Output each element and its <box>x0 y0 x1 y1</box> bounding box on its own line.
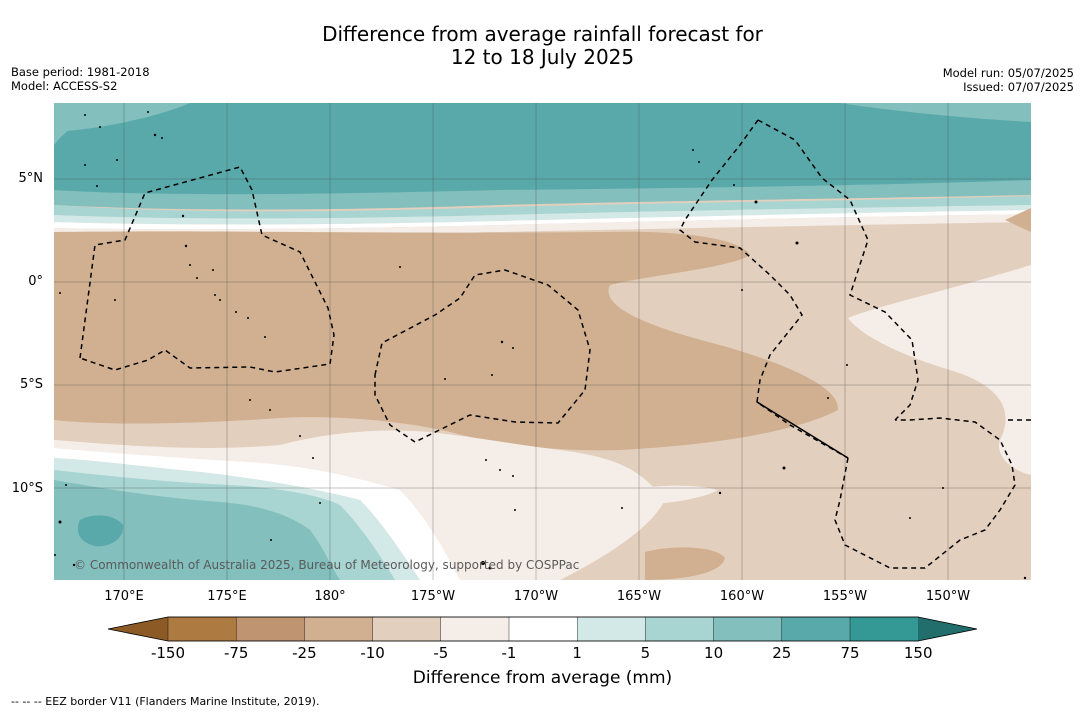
colorbar-box <box>781 616 851 642</box>
wet-band-s-10 <box>54 480 340 580</box>
colorbar-tick-label: 5 <box>640 644 651 662</box>
lon-label-150w: 150°W <box>925 589 971 604</box>
model-name: Model: ACCESS-S2 <box>11 79 118 93</box>
eez-line-islands <box>757 119 919 421</box>
colorbar-tick-label: -150 <box>150 644 186 662</box>
lat-label-10s: 10°S <box>11 481 43 496</box>
colorbar-box <box>645 616 715 642</box>
wet-band-25 <box>54 103 1031 195</box>
colorbar-tick-label: 150 <box>903 644 933 662</box>
colorbar-tick-label: -1 <box>501 644 517 662</box>
islands <box>54 111 1027 580</box>
eez-cook-north <box>834 417 1016 569</box>
colorbar-tick-label: 25 <box>772 644 792 662</box>
lon-label-165w: 165°W <box>616 589 662 604</box>
eez-line-islands-west <box>679 119 849 459</box>
colorbar-box <box>372 616 442 642</box>
eez-legend-note: -- -- -- EEZ border V11 (Flanders Marine… <box>11 695 320 708</box>
eez-tuvalu <box>79 166 335 373</box>
colorbar-tick-label: -10 <box>360 644 385 662</box>
colorbar <box>107 616 978 642</box>
light-dry-south <box>54 430 665 580</box>
colorbar-box <box>508 616 578 642</box>
lon-label-175w: 175°W <box>410 589 456 604</box>
dry-patch-south <box>645 547 725 580</box>
wet-band-10-top-right <box>840 103 1031 122</box>
dry-patch-east <box>1005 208 1031 232</box>
graticule <box>54 103 1031 580</box>
colorbar-tick-label: 1 <box>572 644 582 662</box>
colorbar-boxes <box>167 616 919 642</box>
colorbar-box <box>577 616 647 642</box>
wet-band-5 <box>54 196 1031 219</box>
lat-label-5s: 5°S <box>19 377 43 392</box>
colorbar-tick-label: -25 <box>292 644 317 662</box>
lon-label-175e: 175°E <box>207 589 247 604</box>
lon-label-180: 180° <box>314 589 346 604</box>
colorbar-box <box>849 616 919 642</box>
light-dry-south-small <box>620 485 718 505</box>
colorbar-box <box>440 616 510 642</box>
white-band-n <box>54 210 1031 230</box>
colorbar-title: Difference from average (mm) <box>412 668 673 688</box>
light-dry-n <box>54 214 1031 236</box>
anomaly-field <box>54 103 1031 580</box>
map-title-line1: Difference from average rainfall forecas… <box>322 22 763 46</box>
lon-label-160w: 160°W <box>719 589 765 604</box>
lat-label-5n: 5°N <box>18 171 44 186</box>
map-title-line2: 12 to 18 July 2025 <box>450 45 635 69</box>
lon-label-170w: 170°W <box>513 589 559 604</box>
lon-label-155w: 155°W <box>822 589 868 604</box>
colorbar-tick-label: 75 <box>840 644 860 662</box>
issued-date: Issued: 07/07/2025 <box>963 80 1074 94</box>
colorbar-tick-label: -5 <box>433 644 449 662</box>
model-run: Model run: 05/07/2025 <box>942 66 1074 80</box>
white-band-s <box>54 448 460 580</box>
colorbar-tick-label: 10 <box>704 644 724 662</box>
light-dry-east <box>848 265 1031 475</box>
copyright-notice: © Commonwealth of Australia 2025, Bureau… <box>74 558 580 572</box>
colorbar-tick-label: -75 <box>223 644 249 662</box>
colorbar-box <box>713 616 783 642</box>
base-period: Base period: 1981-2018 <box>11 65 150 79</box>
lon-label-170e: 170°E <box>104 589 144 604</box>
dry-band-main <box>54 231 839 451</box>
meta-left: Base period: 1981-2018 Model: ACCESS-S2 <box>11 65 150 93</box>
wet-band-10-top-left <box>54 103 190 132</box>
colorbar-arrow-right <box>918 617 977 641</box>
eez-borders <box>79 119 1031 569</box>
colorbar-box <box>235 616 306 642</box>
colorbar-box <box>304 616 374 642</box>
wet-patch-s-25 <box>77 515 124 547</box>
eez-tokelau <box>374 269 591 443</box>
eez-solid-segment <box>756 401 849 459</box>
lat-label-0: 0° <box>28 274 43 289</box>
colorbar-arrow-left <box>108 617 168 641</box>
colorbar-box <box>167 616 237 642</box>
meta-right: Model run: 05/07/2025 Issued: 07/07/2025 <box>943 66 1074 94</box>
wet-band-1 <box>54 205 1031 225</box>
